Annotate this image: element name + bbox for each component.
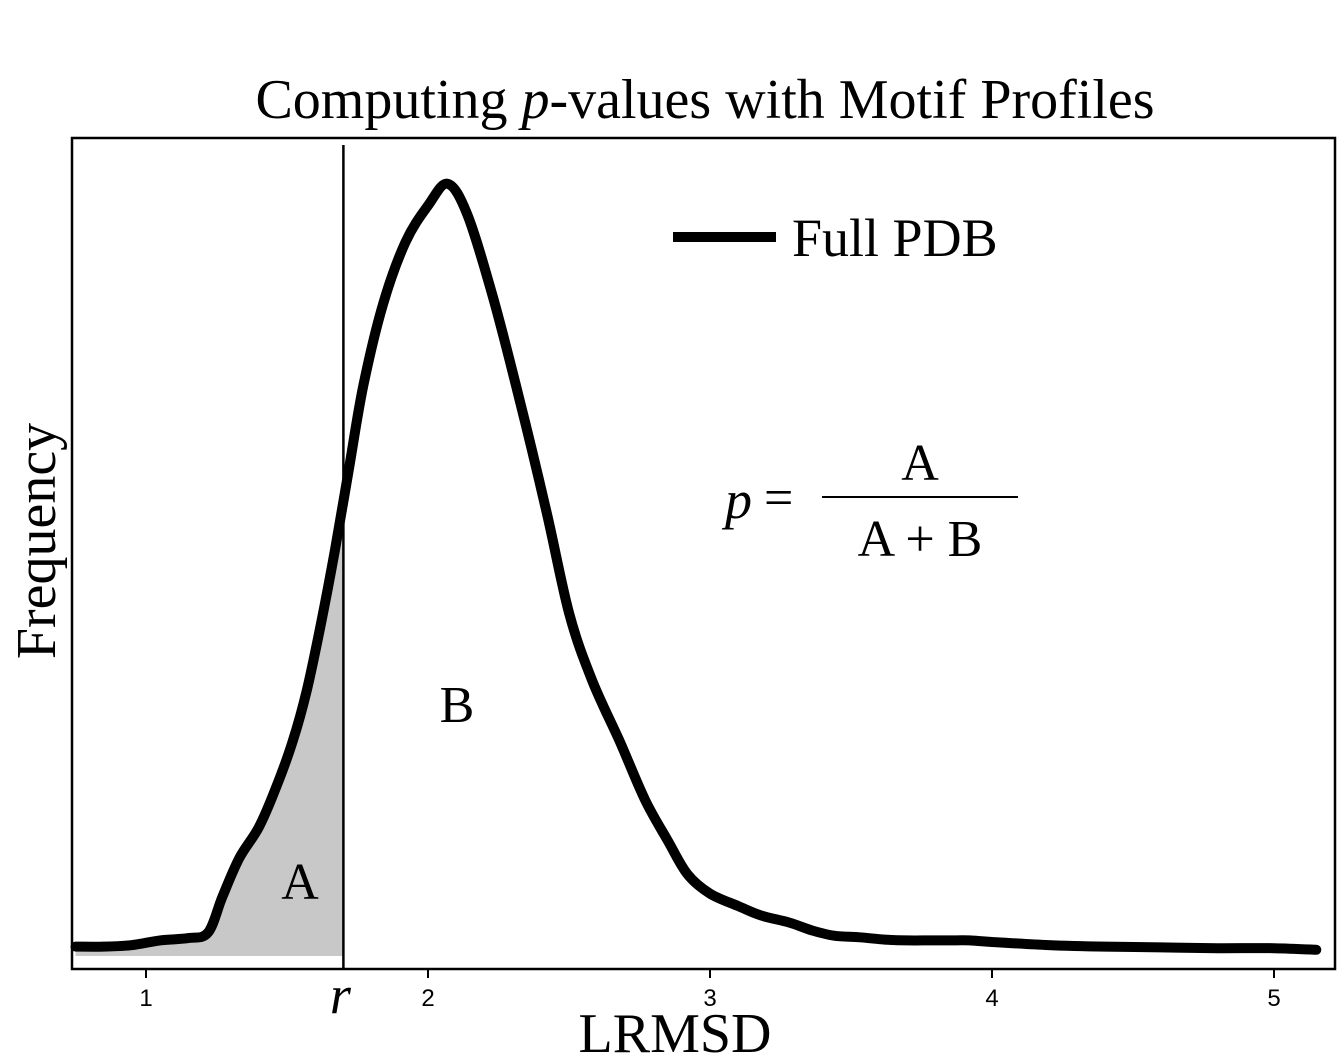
- y-axis-label: Frequency: [6, 423, 68, 659]
- legend-label-full-pdb: Full PDB: [792, 208, 998, 268]
- x-tick-label: 2: [421, 985, 434, 1012]
- x-tick-label: 5: [1267, 985, 1280, 1012]
- formula-lhs: p: [721, 470, 752, 530]
- x-tick-label: 4: [985, 985, 998, 1012]
- threshold-label: r: [330, 965, 352, 1025]
- formula-equals: =: [764, 470, 793, 527]
- region-label-a: A: [281, 854, 319, 911]
- region-label-b: B: [440, 677, 475, 734]
- x-tick-label: 3: [703, 985, 716, 1012]
- plot-frame: [70, 136, 1337, 971]
- formula-denominator: A + B: [858, 511, 983, 568]
- chart-title: Computing p-values with Motif Profiles: [255, 69, 1154, 131]
- x-axis-ticks: 1 2 3 4 5: [139, 969, 1281, 1012]
- x-tick-label: 1: [139, 985, 152, 1012]
- x-axis-label: LRMSD: [579, 1003, 772, 1058]
- series-line-full-pdb: [70, 178, 1322, 955]
- formula-numerator: A: [901, 435, 939, 492]
- area-a-shade: [75, 501, 344, 956]
